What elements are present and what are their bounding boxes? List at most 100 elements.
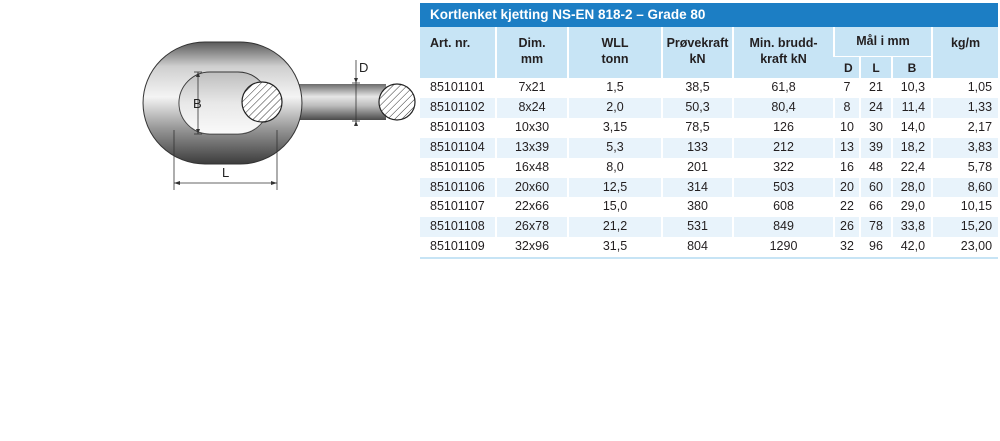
cell-dim: 7x21: [495, 78, 568, 98]
cell-b: 42,0: [890, 237, 933, 258]
header-l: L: [859, 56, 892, 78]
cell-wll: 2,0: [567, 97, 662, 118]
cell-l: 60: [859, 177, 892, 198]
header-d: D: [834, 56, 860, 78]
cell-l: 48: [859, 157, 892, 178]
cell-bruddkraft: 503: [732, 177, 834, 198]
cell-bruddkraft: 126: [732, 117, 834, 138]
cell-provekraft: 804: [661, 237, 733, 258]
cell-b: 11,4: [890, 97, 933, 118]
cell-dim: 22x66: [495, 197, 568, 218]
header-b: B: [890, 56, 933, 78]
cell-dim: 8x24: [495, 97, 568, 118]
cell-d: 22: [833, 197, 860, 218]
table-row: 85101109 32x96 31,5 804 1290 32 96 42,0 23,00: [420, 237, 999, 258]
header-wll: WLL tonn: [567, 27, 662, 78]
cell-wll: 12,5: [567, 177, 662, 198]
cell-wll: 15,0: [567, 197, 662, 218]
cell-b: 18,2: [890, 137, 933, 158]
spec-table: Art. nr. Dim. mm WLL tonn Prøvekraft kN Min…: [420, 27, 999, 258]
cell-provekraft: 380: [661, 197, 733, 218]
cell-art-nr: 85101102: [420, 97, 496, 118]
cell-wll: 5,3: [567, 137, 662, 158]
cell-dim: 20x60: [495, 177, 568, 198]
cell-kgm: 8,60: [931, 177, 999, 198]
cell-kgm: 1,05: [931, 78, 999, 98]
dim-label-l: L: [222, 165, 229, 180]
cell-provekraft: 50,3: [661, 97, 733, 118]
cell-dim: 16x48: [495, 157, 568, 178]
table-title: Kortlenket kjetting NS-EN 818-2 – Grade …: [420, 3, 998, 27]
cell-wll: 3,15: [567, 117, 662, 138]
cell-l: 66: [859, 197, 892, 218]
cell-bruddkraft: 1290: [732, 237, 834, 258]
cell-art-nr: 85101107: [420, 197, 496, 218]
cell-dim: 26x78: [495, 217, 568, 238]
cell-dim: 32x96: [495, 237, 568, 258]
cell-l: 96: [859, 237, 892, 258]
table-row: 85101105 16x48 8,0 201 322 16 48 22,4 5,78: [420, 157, 999, 178]
cell-art-nr: 85101106: [420, 177, 496, 198]
cell-b: 33,8: [890, 217, 933, 238]
cell-provekraft: 314: [661, 177, 733, 198]
cross-section-left: [241, 81, 283, 123]
cell-bruddkraft: 80,4: [732, 97, 834, 118]
cell-d: 26: [833, 217, 860, 238]
table-row: 85101106 20x60 12,5 314 503 20 60 28,0 8,60: [420, 177, 999, 198]
cell-art-nr: 85101105: [420, 157, 496, 178]
header-maal: Mål i mm: [832, 27, 933, 57]
header-dim: Dim. mm: [495, 27, 568, 78]
cell-bruddkraft: 608: [732, 197, 834, 218]
cell-l: 21: [859, 78, 892, 98]
spec-table-panel: Kortlenket kjetting NS-EN 818-2 – Grade …: [420, 3, 999, 260]
cell-wll: 1,5: [567, 78, 662, 98]
header-provekraft: Prøvekraft kN: [661, 27, 733, 78]
table-row: 85101107 22x66 15,0 380 608 22 66 29,0 10,15: [420, 197, 999, 218]
cell-d: 20: [833, 177, 860, 198]
table-row: 85101102 8x24 2,0 50,3 80,4 8 24 11,4 1,33: [420, 97, 999, 118]
cell-bruddkraft: 212: [732, 137, 834, 158]
cell-b: 10,3: [890, 78, 933, 98]
header-bruddkraft: Min. brudd-kraft kN: [732, 27, 834, 78]
cell-wll: 8,0: [567, 157, 662, 178]
cell-kgm: 15,20: [931, 217, 999, 238]
dim-label-b: B: [193, 96, 202, 111]
cell-wll: 31,5: [567, 237, 662, 258]
cell-art-nr: 85101104: [420, 137, 496, 158]
cell-art-nr: 85101109: [420, 237, 496, 258]
cell-d: 13: [833, 137, 860, 158]
cell-bruddkraft: 61,8: [732, 78, 834, 98]
cell-art-nr: 85101108: [420, 217, 496, 238]
cell-b: 29,0: [890, 197, 933, 218]
table-row: 85101103 10x30 3,15 78,5 126 10 30 14,0 2,17: [420, 117, 999, 138]
header-art: Art. nr.: [420, 27, 496, 78]
cell-bruddkraft: 322: [732, 157, 834, 178]
cell-d: 32: [833, 237, 860, 258]
cell-wll: 21,2: [567, 217, 662, 238]
cell-l: 39: [859, 137, 892, 158]
cell-provekraft: 201: [661, 157, 733, 178]
cell-kgm: 2,17: [931, 117, 999, 138]
dim-label-d: D: [359, 60, 368, 75]
cell-provekraft: 531: [661, 217, 733, 238]
cell-b: 14,0: [890, 117, 933, 138]
cell-dim: 10x30: [495, 117, 568, 138]
table-bottom-line: [420, 257, 998, 260]
cell-kgm: 3,83: [931, 137, 999, 158]
cell-kgm: 1,33: [931, 97, 999, 118]
cell-art-nr: 85101101: [420, 78, 496, 98]
cell-d: 10: [833, 117, 860, 138]
cross-section-right: [378, 83, 416, 121]
cell-b: 22,4: [890, 157, 933, 178]
cell-b: 28,0: [890, 177, 933, 198]
cell-d: 16: [833, 157, 860, 178]
table-row: 85101108 26x78 21,2 531 849 26 78 33,8 15,20: [420, 217, 999, 238]
table-row: 85101104 13x39 5,3 133 212 13 39 18,2 3,83: [420, 137, 999, 158]
cell-kgm: 5,78: [931, 157, 999, 178]
cell-d: 8: [833, 97, 860, 118]
cell-d: 7: [833, 78, 860, 98]
header-kgm: kg/m: [931, 27, 999, 78]
cell-provekraft: 38,5: [661, 78, 733, 98]
chain-link-diagram: D B L: [142, 41, 416, 190]
cell-provekraft: 133: [661, 137, 733, 158]
